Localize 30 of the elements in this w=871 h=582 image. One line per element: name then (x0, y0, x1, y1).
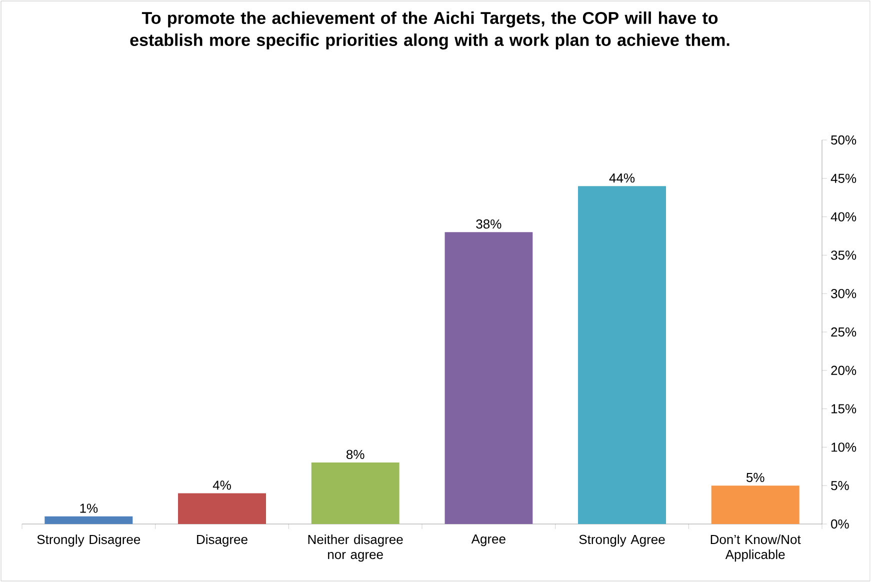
data-label: 8% (346, 450, 364, 460)
y-tick-label: 5% (831, 481, 849, 490)
x-tick-label: Disagree (197, 534, 248, 547)
x-tick-label: Neither disagree nor agree (308, 534, 403, 562)
bar (444, 232, 533, 524)
data-label: 1% (80, 504, 98, 513)
y-tick-label: 35% (831, 250, 856, 260)
y-tick-label: 25% (831, 327, 856, 337)
x-tick-label: Strongly Agree (579, 534, 665, 547)
y-tick-label: 10% (832, 442, 856, 452)
bar (311, 462, 400, 524)
data-label: 5% (746, 472, 764, 482)
y-tick-label: 0% (831, 519, 849, 529)
bar (711, 486, 800, 524)
x-tick-label: Strongly Disagree (37, 534, 140, 547)
data-label: 38% (476, 219, 502, 229)
y-tick-label: 45% (830, 174, 856, 183)
y-tick-label: 40% (830, 212, 856, 222)
x-tick-label: Agree (471, 534, 506, 546)
y-tick-label: 50% (831, 135, 856, 145)
y-tick-label: 30% (831, 288, 856, 298)
data-label: 44% (609, 173, 635, 183)
chart-title: To promote the achievement of the Aichi Targets, the COP will have to establish more specific priorities along with a work plan to achieve them. (130, 12, 730, 50)
bar (44, 516, 133, 524)
y-tick-label: 20% (831, 366, 856, 375)
bar (178, 493, 266, 524)
data-label: 4% (212, 480, 231, 490)
bar (578, 186, 666, 524)
x-tick-label: Don’t Know/Not Applicable (710, 534, 801, 562)
y-tick-label: 15% (832, 404, 856, 414)
